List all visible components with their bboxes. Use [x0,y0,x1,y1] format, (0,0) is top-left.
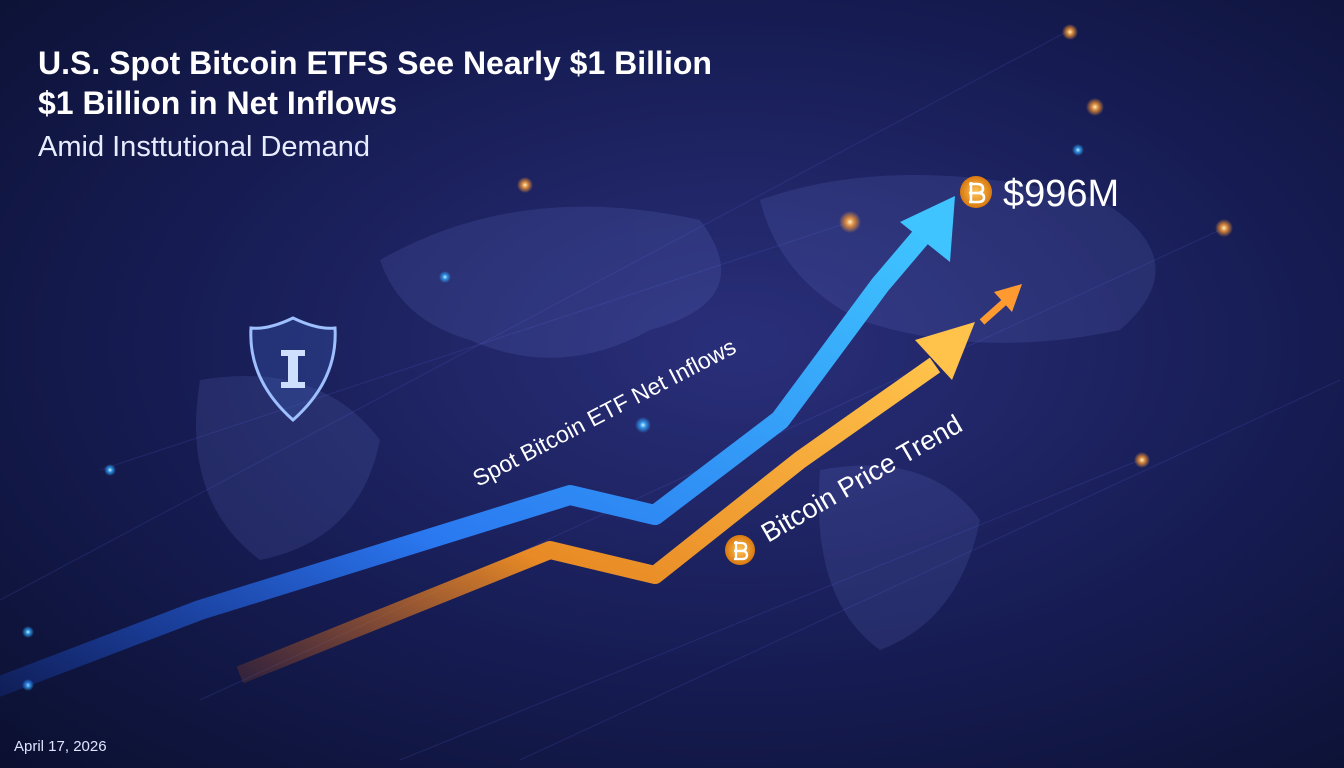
title-line: U.S. Spot Bitcoin ETFS See Nearly $1 Bil… [38,45,712,81]
coin-icon [725,535,755,565]
title-line: $1 Billion in Net Inflows [38,85,397,121]
date: April 17, 2026 [14,738,107,755]
price-arrow [236,357,941,684]
glow-dots [22,24,1233,691]
price-arrowhead [915,322,975,380]
subtitle: Amid Insttutional Demand [38,131,370,163]
small-arrowhead [994,284,1022,312]
inflow-arrowhead [900,196,955,262]
coin-icon [960,176,992,208]
inflow-arrow [0,225,933,697]
shield-icon [249,316,337,423]
callout-value: $996M [1003,173,1119,215]
